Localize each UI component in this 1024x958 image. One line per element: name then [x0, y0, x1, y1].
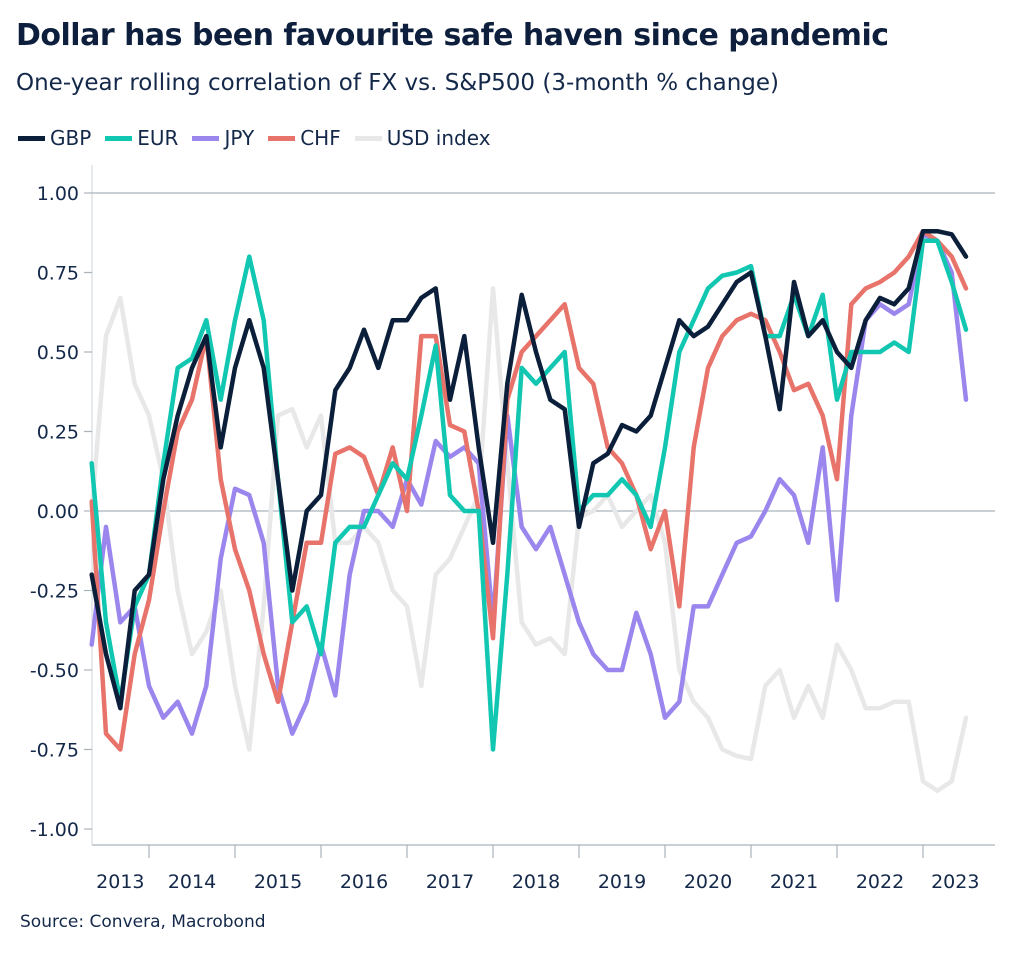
- series-lines: [89, 228, 969, 794]
- source-note: Source: Convera, Macrobond: [20, 912, 266, 932]
- series-line-gbp: [89, 228, 969, 711]
- x-tick-label: 2020: [684, 871, 732, 893]
- x-tick-label: 2022: [856, 871, 904, 893]
- y-tick-label: 0.00: [37, 501, 79, 523]
- series-line-usd-index: [89, 286, 969, 794]
- chart-subtitle: One-year rolling correlation of FX vs. S…: [16, 70, 780, 96]
- legend-label-chf: CHF: [300, 126, 341, 150]
- legend-item-gbp: GBP: [18, 126, 91, 150]
- series-line-chf: [89, 228, 969, 752]
- axes: 1.00 0.75 0.50 0.25 0.00 -0.25 -0.50 -0.75 -1.00…: [30, 165, 995, 893]
- x-tick-label: 2014: [168, 871, 216, 893]
- y-tick-label: -0.75: [30, 740, 79, 762]
- y-tick-label: 0.75: [37, 263, 79, 285]
- legend-item-chf: CHF: [268, 126, 341, 150]
- x-tick-label: 2023: [931, 871, 979, 893]
- legend-swatch-eur: [105, 135, 133, 141]
- series-line-eur: [89, 238, 969, 752]
- x-tick-label: 2016: [340, 871, 388, 893]
- x-tick-label: 2019: [598, 871, 646, 893]
- legend-label-jpy: JPY: [224, 126, 255, 150]
- y-tick-label: 1.00: [37, 183, 79, 205]
- x-tick-label: 2013: [96, 871, 144, 893]
- legend-swatch-gbp: [18, 135, 45, 141]
- legend-item-usd-index: USD index: [354, 126, 491, 150]
- legend-item-jpy: JPY: [192, 126, 254, 150]
- legend-swatch-chf: [268, 135, 296, 141]
- legend: GBP EUR JPY CHF USD index: [18, 126, 491, 150]
- chart-title: Dollar has been favourite safe haven sin…: [16, 18, 889, 53]
- x-tick-label: 2017: [426, 871, 474, 893]
- x-tick-label: 2015: [254, 871, 302, 893]
- y-tick-label: -1.00: [30, 819, 79, 841]
- legend-label-eur: EUR: [137, 126, 179, 150]
- x-tick-label: 2021: [770, 871, 818, 893]
- y-tick-label: -0.50: [30, 660, 79, 682]
- y-tick-label: -0.25: [30, 581, 79, 603]
- legend-item-eur: EUR: [105, 126, 178, 150]
- series-line-jpy: [89, 232, 969, 736]
- legend-swatch-jpy: [192, 135, 220, 141]
- legend-label-gbp: GBP: [50, 126, 92, 150]
- legend-label-usd-index: USD index: [386, 126, 491, 150]
- legend-swatch-usd-index: [354, 135, 382, 141]
- x-tick-label: 2018: [512, 871, 560, 893]
- y-tick-label: 0.50: [37, 342, 79, 364]
- y-tick-label: 0.25: [37, 422, 79, 444]
